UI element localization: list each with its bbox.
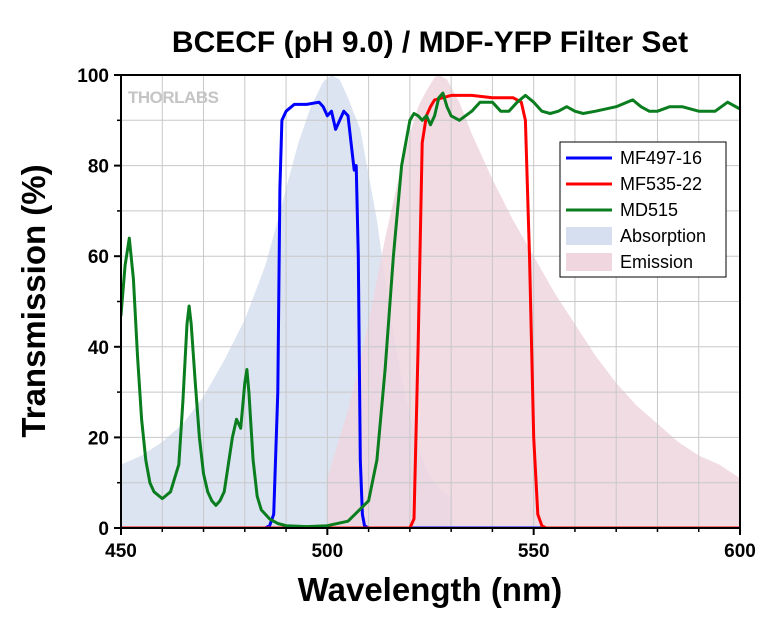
y-axis-label: Transmission (%) — [15, 164, 52, 437]
y-tick-label: 100 — [77, 66, 109, 87]
x-tick-label: 450 — [105, 541, 137, 562]
y-tick-label: 60 — [88, 247, 109, 268]
legend-swatch-absorption — [566, 227, 612, 245]
series-layer — [121, 91, 740, 528]
chart-title: BCECF (pH 9.0) / MDF-YFP Filter Set — [172, 26, 688, 59]
legend: MF497-16 MF535-22 MD515 Absorption Emission — [559, 141, 727, 278]
y-tick-label: 0 — [98, 519, 109, 540]
legend-swatch-emission — [566, 253, 612, 271]
watermark-logo: THORLABS — [128, 88, 219, 107]
y-tick-label: 20 — [88, 428, 109, 449]
legend-label-mf497-16: MF497-16 — [620, 148, 702, 168]
line-md515 — [121, 91, 740, 528]
x-tick-label: 600 — [724, 541, 756, 562]
y-tick-label: 80 — [88, 157, 109, 178]
line-mf535-22 — [121, 93, 740, 528]
y-tick-label: 40 — [88, 338, 109, 359]
line-mf497-16 — [121, 100, 740, 528]
legend-label-absorption: Absorption — [620, 226, 706, 246]
legend-label-md515: MD515 — [620, 200, 678, 220]
legend-label-emission: Emission — [620, 252, 693, 272]
x-axis-label: Wavelength (nm) — [298, 571, 563, 608]
legend-label-mf535-22: MF535-22 — [620, 174, 702, 194]
x-tick-label: 500 — [311, 541, 343, 562]
x-tick-label: 550 — [518, 541, 550, 562]
axis-ticks: 450 500 550 600 0 20 40 60 80 100 — [77, 66, 756, 562]
